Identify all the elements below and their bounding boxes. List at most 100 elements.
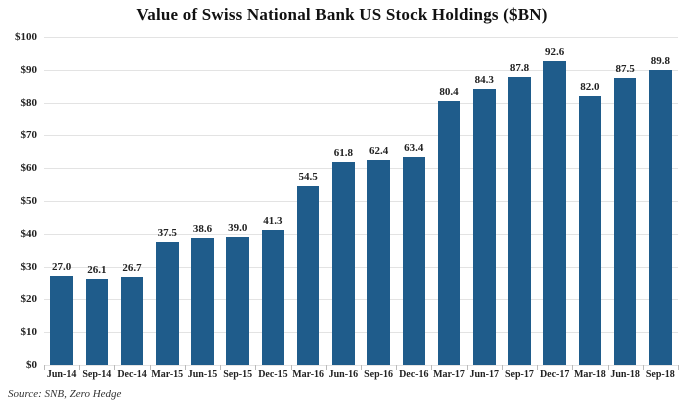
bar-value-label: 89.8 xyxy=(650,55,670,68)
y-axis-tick-label: $100 xyxy=(15,31,37,43)
x-axis-tick-mark xyxy=(431,365,433,370)
bar xyxy=(50,276,73,365)
bar-value-label: 39.0 xyxy=(228,222,248,235)
bar-slot: 61.8 xyxy=(326,37,361,365)
bar xyxy=(578,96,602,365)
bar xyxy=(296,186,320,365)
bar-value-label: 27.0 xyxy=(51,261,72,274)
y-axis-tick-label: $0 xyxy=(26,359,37,371)
bar-value-label: 80.4 xyxy=(439,86,459,99)
bar-slot: 87.5 xyxy=(608,37,643,365)
gridline xyxy=(44,233,678,235)
bar-slot: 89.8 xyxy=(643,37,678,365)
x-axis-tick-mark xyxy=(607,365,609,370)
bar xyxy=(332,162,355,365)
gridline xyxy=(44,37,678,38)
gridline xyxy=(44,102,678,104)
x-axis-tick-label: Jun-15 xyxy=(187,369,218,380)
bar-slot: 62.4 xyxy=(361,37,396,365)
bar xyxy=(120,277,144,365)
bar-slot: 26.7 xyxy=(114,37,149,365)
x-axis-tick-label: Jun-16 xyxy=(328,369,359,380)
bar-slot: 39.0 xyxy=(220,37,255,365)
bar-value-label: 54.5 xyxy=(298,171,318,184)
source-note: Source: SNB, Zero Hedge xyxy=(8,388,122,400)
x-axis-tick-mark xyxy=(501,365,503,370)
x-axis-tick-mark xyxy=(184,365,186,370)
x-axis-tick-label: Dec-14 xyxy=(117,369,147,380)
x-axis-tick-mark xyxy=(220,365,222,370)
x-axis-tick-mark xyxy=(466,365,468,370)
x-axis-tick-mark xyxy=(114,365,116,370)
gridline xyxy=(44,168,678,170)
x-axis-tick-mark xyxy=(396,365,398,370)
bar-slot: 80.4 xyxy=(431,37,466,365)
x-axis-tick-label: Dec-17 xyxy=(539,369,570,380)
bars-container: 27.0 26.1 26.7 37.5 38.6 39.0 41.3 54.5 61.8 62.4… xyxy=(44,37,678,365)
x-axis-tick-mark xyxy=(642,365,644,370)
bar-value-label: 92.6 xyxy=(545,46,565,59)
gridline xyxy=(44,201,678,202)
x-axis-tick-mark xyxy=(149,365,151,370)
x-axis-tick-label: Mar-18 xyxy=(573,369,606,380)
bar-slot: 27.0 xyxy=(44,37,79,365)
bar xyxy=(367,160,390,365)
bar-slot: 26.1 xyxy=(79,37,114,365)
x-axis: Jun-14 Sep-14 Dec-14 Mar-15 Jun-15 Sep-15 Dec-… xyxy=(44,369,678,380)
bar-value-label: 87.5 xyxy=(615,63,635,75)
gridline xyxy=(44,69,678,71)
y-axis-tick-label: $10 xyxy=(20,326,38,339)
bar-value-label: 82.0 xyxy=(580,81,600,94)
bar-slot: 63.4 xyxy=(396,37,431,365)
bar-value-label: 87.8 xyxy=(509,62,530,75)
bar xyxy=(613,78,637,365)
bar xyxy=(649,70,672,365)
bar-slot: 54.5 xyxy=(291,37,326,365)
bar xyxy=(543,61,566,365)
x-axis-tick-mark xyxy=(678,365,679,370)
bar-value-label: 26.1 xyxy=(87,264,107,277)
x-axis-tick-label: Jun-18 xyxy=(610,369,640,380)
bar-slot: 41.3 xyxy=(255,37,290,365)
bar xyxy=(261,229,285,365)
x-axis-tick-label: Dec-15 xyxy=(258,369,288,380)
bar-value-label: 84.3 xyxy=(474,73,494,86)
x-axis-tick-mark xyxy=(572,365,574,370)
bar xyxy=(85,279,109,365)
bar-value-label: 62.4 xyxy=(368,145,389,158)
gridline xyxy=(44,135,678,137)
y-axis-tick-label: $40 xyxy=(20,227,38,240)
x-axis-tick-label: Mar-16 xyxy=(292,369,325,380)
bar xyxy=(437,101,461,365)
x-axis-tick-mark xyxy=(44,365,45,370)
x-axis-tick-label: Sep-15 xyxy=(223,369,253,380)
x-axis-tick-label: Sep-17 xyxy=(505,369,534,380)
bar-slot: 92.6 xyxy=(537,37,572,365)
bar-slot: 84.3 xyxy=(467,37,502,365)
bar-value-label: 38.6 xyxy=(192,223,213,236)
y-axis-tick-label: $60 xyxy=(20,162,38,175)
bar-slot: 82.0 xyxy=(572,37,607,365)
x-axis-tick-label: Sep-16 xyxy=(364,369,394,380)
x-axis-tick-mark xyxy=(255,365,257,370)
bar-slot: 37.5 xyxy=(150,37,185,365)
y-axis-tick-label: $70 xyxy=(20,129,38,142)
x-axis-tick-label: Jun-17 xyxy=(469,369,499,380)
bar xyxy=(156,242,179,365)
gridline xyxy=(44,299,678,301)
x-axis-tick-mark xyxy=(361,365,362,370)
bar xyxy=(226,237,249,365)
bar-value-label: 61.8 xyxy=(333,147,353,160)
y-axis-tick-label: $20 xyxy=(20,293,38,306)
plot-area: $0 $10 $20 $30 $40 $50 $60 $70 $80 $90 $100 27.0 26.… xyxy=(15,31,679,371)
x-axis-tick-label: Mar-15 xyxy=(151,369,184,380)
bar-slot: 38.6 xyxy=(185,37,220,365)
x-axis-tick-label: Sep-18 xyxy=(645,369,675,380)
x-axis-tick-label: Sep-14 xyxy=(82,369,112,380)
bar-slot: 87.8 xyxy=(502,37,537,365)
x-axis-tick-mark xyxy=(537,365,539,370)
gridline xyxy=(44,332,678,334)
bar xyxy=(472,88,496,365)
bar xyxy=(191,238,214,365)
